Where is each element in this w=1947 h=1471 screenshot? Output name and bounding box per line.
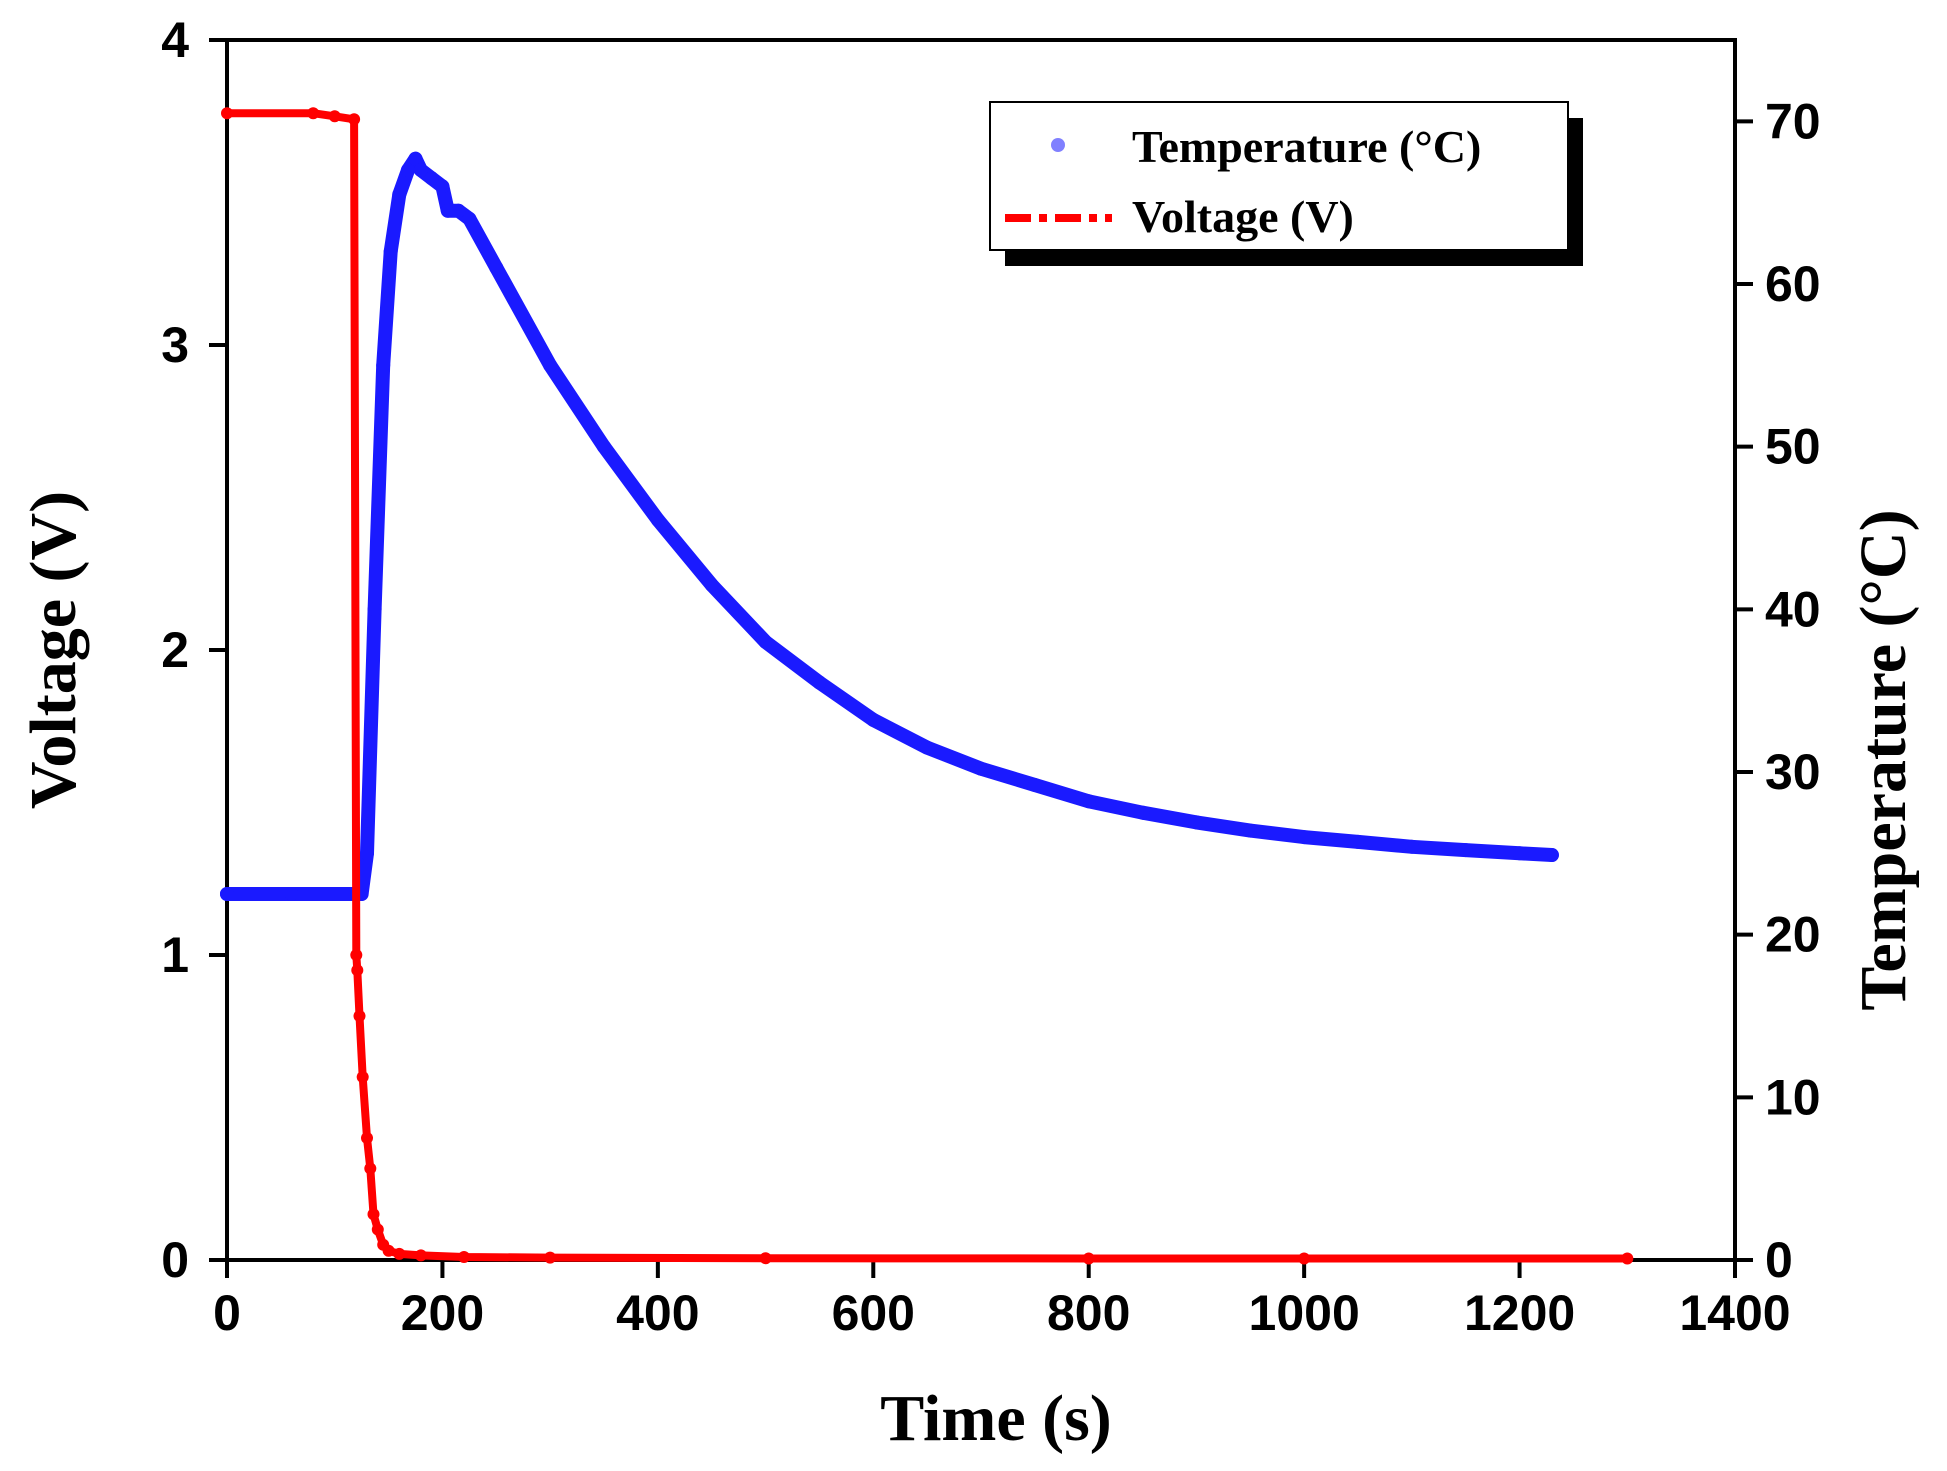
temperature-data-point <box>812 675 827 690</box>
temperature-data-point <box>440 203 455 218</box>
temperature-data-point <box>1297 830 1312 845</box>
temperature-data-point <box>383 244 398 259</box>
temperature-data-point <box>392 187 407 202</box>
voltage-data-point <box>364 1162 377 1175</box>
x-tick-label: 1400 <box>1679 1285 1790 1341</box>
temperature-data-point <box>597 439 611 454</box>
temperature-data-point <box>758 634 773 649</box>
temperature-data-point <box>367 602 382 617</box>
y-left-tick-label: 3 <box>161 317 189 373</box>
legend-box <box>989 101 1569 251</box>
temperature-data-point <box>424 171 439 186</box>
y-axis-left-title: Voltage (V) <box>17 491 90 809</box>
y-right-tick-label: 40 <box>1765 581 1821 637</box>
y-axis-left: 0 1 2 3 4 <box>161 12 227 1288</box>
x-tick-label: 400 <box>616 1285 699 1341</box>
voltage-data-point <box>458 1251 470 1263</box>
x-tick-label: 0 <box>213 1285 241 1341</box>
temperature-data-point <box>435 179 450 194</box>
legend-voltage-label: Voltage (V) <box>1132 191 1354 242</box>
voltage-data-point <box>382 1244 395 1257</box>
y-right-tick-label: 50 <box>1765 419 1821 475</box>
temperature-data-point <box>408 151 423 166</box>
y-right-tick-label: 70 <box>1765 93 1821 149</box>
legend-temperature-label: Temperature (°C) <box>1132 121 1481 172</box>
temperature-data-point <box>1544 848 1559 862</box>
y-right-tick-label: 0 <box>1765 1232 1793 1288</box>
temperature-data-point <box>376 358 391 373</box>
voltage-data-point <box>1082 1252 1095 1265</box>
y-axis-right-title: Temperature (°C) <box>1847 509 1920 1010</box>
temperature-data-point <box>1512 846 1527 861</box>
voltage-data-point <box>367 1208 380 1221</box>
voltage-data-point <box>361 1132 373 1144</box>
y-axis-right: 0 10 20 30 40 50 60 70 <box>1735 93 1821 1288</box>
y-right-tick-label: 30 <box>1765 744 1821 800</box>
legend: Temperature (°C) Voltage (V) <box>989 101 1583 266</box>
x-tick-label: 1200 <box>1464 1285 1575 1341</box>
x-axis: 0 200 400 600 800 1000 1200 1400 <box>213 1260 1791 1341</box>
temperature-data-point <box>360 846 374 861</box>
temperature-data-point <box>1135 805 1150 820</box>
voltage-data-point <box>371 1223 384 1236</box>
legend-temperature-marker <box>1051 138 1065 152</box>
voltage-data-point <box>353 1010 366 1022</box>
temperature-data-point <box>401 163 415 178</box>
y-right-tick-label: 60 <box>1765 256 1821 312</box>
temperature-data-point <box>543 358 558 373</box>
temperature-data-point <box>1081 794 1096 809</box>
temperature-data-point <box>1458 843 1473 858</box>
temperature-data-point <box>489 260 504 275</box>
voltage-data-point <box>221 107 233 120</box>
voltage-data-point <box>759 1252 772 1265</box>
temperature-data-point <box>1189 815 1204 830</box>
voltage-data-point <box>351 964 364 977</box>
y-right-tick-label: 20 <box>1765 907 1821 963</box>
voltage-data-point <box>348 113 361 126</box>
voltage-data-point <box>307 107 320 120</box>
temperature-data-point <box>974 761 988 776</box>
temperature-data-point <box>1404 839 1419 854</box>
temperature-data-point <box>704 577 719 592</box>
voltage-data-point <box>350 949 363 961</box>
x-tick-label: 800 <box>1047 1285 1130 1341</box>
temperature-data-point <box>1027 778 1042 792</box>
y-left-tick-label: 2 <box>161 622 189 678</box>
voltage-data-point <box>1298 1252 1311 1265</box>
temperature-data-point <box>451 203 466 218</box>
temperature-data-point <box>1243 823 1258 838</box>
temperature-data-point <box>1351 834 1365 849</box>
y-left-tick-label: 4 <box>161 12 189 68</box>
series-layer <box>220 107 1634 1265</box>
temperature-data-point <box>413 163 428 178</box>
voltage-data-point <box>1621 1252 1634 1265</box>
y-right-tick-label: 10 <box>1765 1069 1821 1125</box>
voltage-data-point <box>414 1249 427 1262</box>
voltage-data-point <box>544 1251 557 1264</box>
y-left-tick-label: 0 <box>161 1232 189 1288</box>
temperature-data-point <box>866 712 881 727</box>
voltage-data-point <box>356 1071 369 1083</box>
y-left-tick-label: 1 <box>161 927 189 983</box>
x-axis-title: Time (s) <box>880 1382 1112 1455</box>
voltage-data-point <box>393 1247 406 1260</box>
voltage-data-point <box>328 110 341 123</box>
x-tick-label: 200 <box>401 1285 484 1341</box>
temperature-data-point <box>462 211 477 226</box>
x-tick-label: 1000 <box>1249 1285 1360 1341</box>
temperature-data-point <box>920 740 935 755</box>
temperature-data-point <box>220 887 234 901</box>
x-tick-label: 600 <box>832 1285 915 1341</box>
voltage-series-line <box>223 109 1632 1263</box>
temperature-data-point <box>284 887 299 901</box>
temperature-data-point <box>650 512 665 527</box>
